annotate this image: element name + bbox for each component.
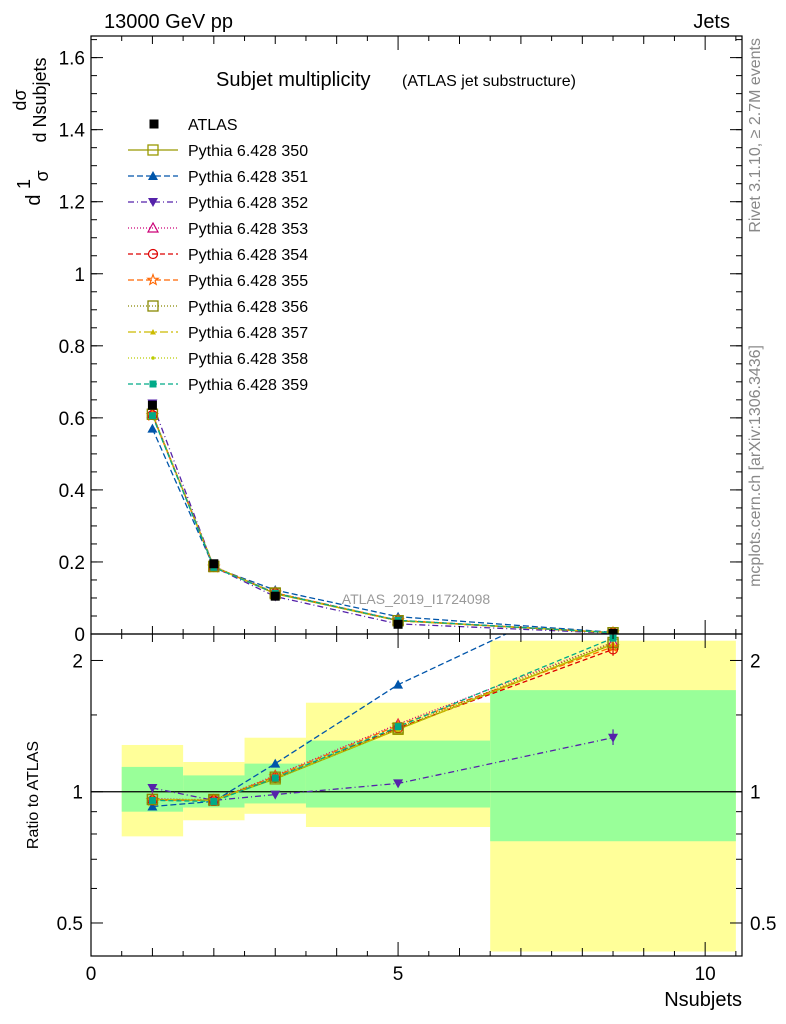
data-point	[608, 579, 618, 588]
ylabel-numerator: dσ	[10, 89, 30, 110]
data-point	[607, 627, 619, 634]
ratio-y-tick-label-right: 1	[750, 783, 761, 804]
y-tick-label: 0.4	[59, 481, 86, 502]
data-point	[146, 221, 160, 233]
y-tick-label: 1	[74, 265, 85, 286]
data-point	[147, 144, 159, 156]
data-point	[147, 400, 157, 410]
y-tick-label: 0.2	[59, 553, 85, 574]
ratio-y-tick-label: 1	[72, 783, 83, 804]
data-point	[147, 248, 159, 260]
ratio-y-tick-label: 0.5	[57, 914, 83, 935]
data-point	[271, 774, 279, 782]
ylabel-prefix-den: σ	[32, 170, 52, 181]
legend-label: Pythia 6.428 354	[188, 247, 308, 264]
ratio-line	[152, 637, 614, 803]
data-point	[148, 412, 156, 420]
x-tick-label: 0	[86, 964, 97, 985]
legend-label: Pythia 6.428 357	[188, 325, 308, 342]
ratio-line	[152, 634, 508, 808]
y-tick-label: 1.4	[59, 121, 86, 142]
x-tick-label: 10	[695, 964, 716, 985]
data-point	[146, 793, 159, 806]
y-tick-label: 1.6	[59, 49, 85, 70]
data-point	[392, 722, 404, 734]
legend-label: Pythia 6.428 355	[188, 273, 308, 290]
ratio-line	[152, 737, 614, 802]
y-tick-label: 0	[74, 625, 85, 646]
x-axis-label: Nsubjets	[664, 989, 742, 1011]
chart-subtitle: (ATLAS jet substructure)	[402, 73, 576, 90]
data-point	[148, 171, 158, 180]
data-point	[393, 779, 404, 789]
uncertainty-band-green	[490, 690, 736, 842]
series-line	[151, 415, 614, 634]
ylabel-denominator: d Nsubjets	[30, 57, 50, 142]
ratio-panel: 0 5 100.5 0.51 12 2	[57, 36, 776, 985]
legend: ATLAS Pythia 6.428 350 Pythia 6.428 351 Pyt…	[128, 117, 308, 394]
data-point	[147, 423, 158, 433]
ratio-y-tick-label-right: 2	[750, 651, 761, 672]
legend-label: Pythia 6.428 351	[188, 169, 308, 186]
data-point	[149, 380, 157, 388]
legend-label: Pythia 6.428 358	[188, 351, 308, 368]
x-tick-label: 5	[393, 964, 404, 985]
header-right: Jets	[693, 11, 730, 33]
y-tick-label: 0.6	[59, 409, 85, 430]
data-point	[148, 796, 156, 804]
y-tick-label: 0.8	[59, 337, 85, 358]
chart-title: Subjet multiplicity	[216, 69, 371, 91]
main-ylabel: d 1 σ dσ d Nsubjets	[10, 57, 52, 205]
data-point	[270, 591, 280, 601]
uncertainty-band-green	[305, 740, 491, 808]
data-point	[150, 329, 156, 335]
data-point	[393, 679, 404, 689]
data-point	[270, 758, 281, 768]
side-label-bottom: mcplots.cern.ch [arXiv:1306.3436]	[747, 345, 764, 587]
y-tick-label: 1.2	[59, 193, 85, 214]
data-point	[148, 198, 158, 207]
ratio-ylabel: Ratio to ATLAS	[25, 741, 42, 849]
data-point	[269, 771, 281, 783]
data-point	[149, 119, 159, 129]
header-left: 13000 GeV pp	[104, 11, 233, 33]
data-point	[210, 797, 218, 805]
data-point	[394, 723, 402, 731]
ylabel-prefix-num: 1	[14, 179, 34, 189]
data-point	[147, 783, 158, 793]
legend-label: ATLAS	[188, 117, 238, 134]
legend-label: Pythia 6.428 356	[188, 299, 308, 316]
ratio-y-tick-label: 2	[72, 651, 83, 672]
legend-label: Pythia 6.428 353	[188, 221, 308, 238]
analysis-watermark: ATLAS_2019_I1724098	[342, 591, 491, 607]
data-point	[209, 559, 219, 569]
side-label-top: Rivet 3.1.10, ≥ 2.7M events	[747, 38, 764, 233]
data-point	[147, 801, 158, 811]
ratio-frame	[90, 633, 743, 957]
ratio-y-tick-label-right: 0.5	[750, 914, 776, 935]
main-panel: 0 0.2 0.4 0.6 0.8 1 1.2 1.4 1.6	[59, 35, 743, 646]
data-point	[146, 272, 160, 286]
ylabel-d: d	[23, 194, 45, 205]
legend-label: Pythia 6.428 359	[188, 377, 308, 394]
data-point	[270, 790, 281, 800]
data-point	[147, 300, 159, 312]
legend-label: Pythia 6.428 350	[188, 143, 308, 160]
legend-label: Pythia 6.428 352	[188, 195, 308, 212]
data-point	[151, 356, 155, 360]
